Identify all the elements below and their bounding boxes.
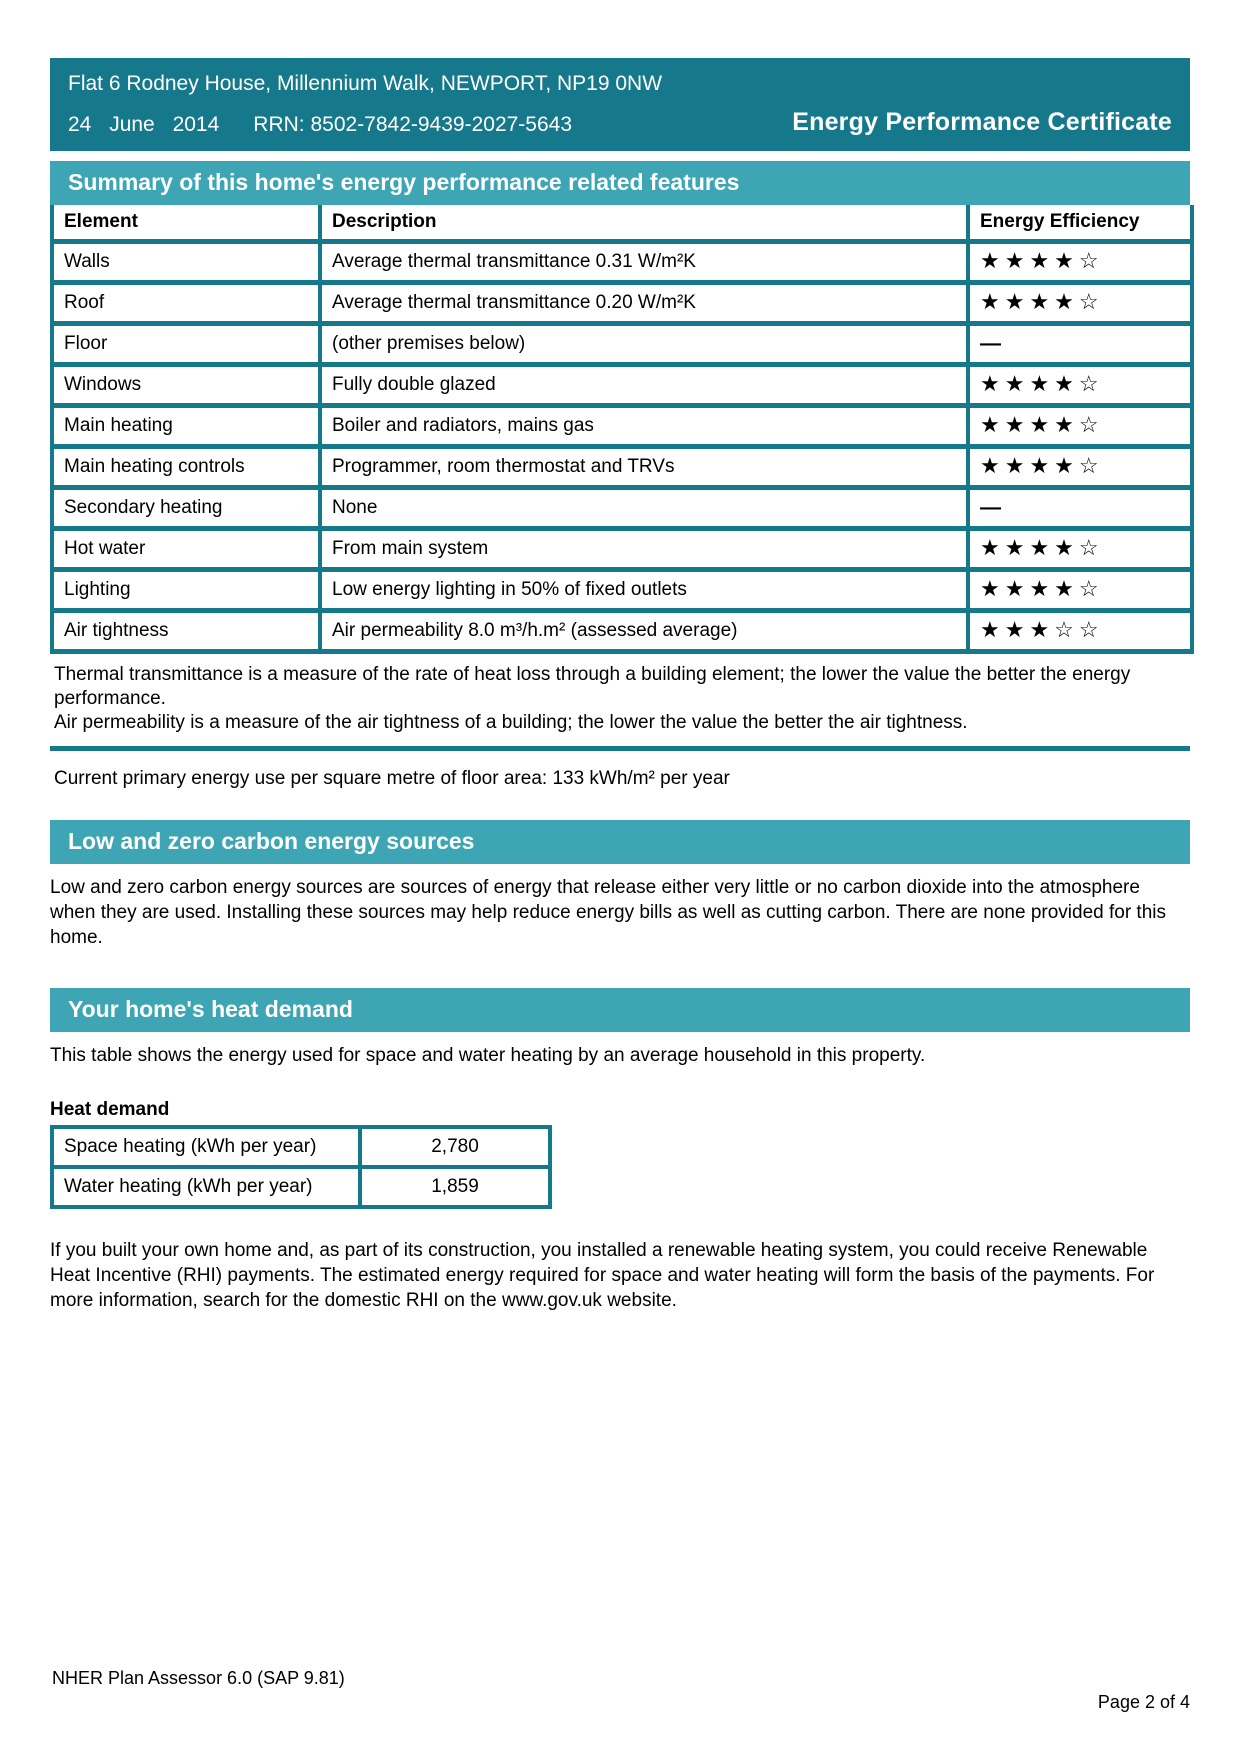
energy-efficiency-cell: ★★★★☆: [966, 280, 1194, 326]
description-cell: Fully double glazed: [318, 362, 970, 408]
summary-notes: Thermal transmittance is a measure of th…: [54, 663, 1186, 735]
water-heating-label: Water heating (kWh per year): [50, 1165, 362, 1210]
certificate-date: 24 June 2014: [68, 113, 220, 136]
column-header-energy-efficiency: Energy Efficiency: [966, 205, 1194, 244]
table-row: Water heating (kWh per year) 1,859: [50, 1165, 552, 1210]
header-date-rrn: 24 June 2014 RRN: 8502-7842-9439-2027-56…: [68, 113, 572, 137]
element-cell: Main heating: [50, 403, 322, 449]
energy-efficiency-cell: ★★★☆☆: [966, 608, 1194, 654]
heat-demand-table: Space heating (kWh per year) 2,780 Water…: [50, 1125, 552, 1210]
low-zero-carbon-heading: Low and zero carbon energy sources: [50, 820, 1190, 865]
star-rating: ★★★★☆: [980, 453, 1104, 478]
primary-energy-use: Current primary energy use per square me…: [54, 768, 730, 790]
summary-header-row: Element Description Energy Efficiency: [50, 205, 1194, 244]
description-cell: Boiler and radiators, mains gas: [318, 403, 970, 449]
energy-efficiency-cell: —: [966, 321, 1194, 367]
element-cell: Floor: [50, 321, 322, 367]
table-row: Windows Fully double glazed ★★★★☆: [50, 362, 1194, 408]
header-bar: Flat 6 Rodney House, Millennium Walk, NE…: [50, 58, 1190, 151]
description-cell: From main system: [318, 526, 970, 572]
note-thermal-transmittance: Thermal transmittance is a measure of th…: [54, 664, 1131, 710]
element-cell: Windows: [50, 362, 322, 408]
energy-efficiency-cell: ★★★★☆: [966, 444, 1194, 490]
no-rating-dash: —: [980, 332, 1001, 355]
certificate-rrn: RRN: 8502-7842-9439-2027-5643: [253, 113, 573, 136]
energy-efficiency-cell: ★★★★☆: [966, 526, 1194, 572]
energy-efficiency-cell: ★★★★☆: [966, 362, 1194, 408]
summary-table-head: Element Description Energy Efficiency: [50, 205, 1194, 244]
star-rating: ★★★★☆: [980, 248, 1104, 273]
element-cell: Walls: [50, 239, 322, 285]
summary-table: Element Description Energy Efficiency Wa…: [50, 205, 1194, 654]
table-row: Hot water From main system ★★★★☆: [50, 526, 1194, 572]
software-version: NHER Plan Assessor 6.0 (SAP 9.81): [52, 1668, 345, 1688]
column-header-element: Element: [50, 205, 322, 244]
element-cell: Roof: [50, 280, 322, 326]
page-number: Page 2 of 4: [1097, 1692, 1190, 1712]
note-air-permeability: Air permeability is a measure of the air…: [54, 712, 968, 734]
star-rating: ★★★★☆: [980, 576, 1104, 601]
element-cell: Air tightness: [50, 608, 322, 654]
star-rating: ★★★★☆: [980, 412, 1104, 437]
table-row: Floor (other premises below) —: [50, 321, 1194, 367]
certificate-page: Flat 6 Rodney House, Millennium Walk, NE…: [50, 58, 1194, 1311]
heat-demand-table-title: Heat demand: [50, 1099, 170, 1121]
star-rating: ★★★☆☆: [980, 617, 1104, 642]
energy-efficiency-cell: ★★★★☆: [966, 567, 1194, 613]
low-zero-carbon-text: Low and zero carbon energy sources are s…: [50, 877, 1166, 948]
description-cell: Programmer, room thermostat and TRVs: [318, 444, 970, 490]
summary-table-body: Walls Average thermal transmittance 0.31 …: [50, 239, 1194, 654]
energy-efficiency-cell: ★★★★☆: [966, 403, 1194, 449]
energy-efficiency-cell: —: [966, 485, 1194, 531]
space-heating-value: 2,780: [358, 1125, 552, 1170]
column-header-description: Description: [318, 205, 970, 244]
table-row: Roof Average thermal transmittance 0.20 W…: [50, 280, 1194, 326]
table-row: Main heating Boiler and radiators, mains …: [50, 403, 1194, 449]
description-cell: (other premises below): [318, 321, 970, 367]
element-cell: Main heating controls: [50, 444, 322, 490]
description-cell: Low energy lighting in 50% of fixed outl…: [318, 567, 970, 613]
star-rating: ★★★★☆: [980, 535, 1104, 560]
description-cell: Average thermal transmittance 0.31 W/m²K: [318, 239, 970, 285]
summary-section-heading: Summary of this home's energy performanc…: [50, 161, 1190, 205]
header-second-line: 24 June 2014 RRN: 8502-7842-9439-2027-56…: [68, 108, 1172, 137]
table-row: Air tightness Air permeability 8.0 m³/h.m…: [50, 608, 1194, 654]
table-row: Main heating controls Programmer, room th…: [50, 444, 1194, 490]
table-row: Secondary heating None —: [50, 485, 1194, 531]
space-heating-label: Space heating (kWh per year): [50, 1125, 362, 1170]
description-cell: Air permeability 8.0 m³/h.m² (assessed a…: [318, 608, 970, 654]
heat-demand-heading: Your home's heat demand: [50, 988, 1190, 1033]
table-row: Walls Average thermal transmittance 0.31 …: [50, 239, 1194, 285]
energy-efficiency-cell: ★★★★☆: [966, 239, 1194, 285]
heat-demand-intro: This table shows the energy used for spa…: [50, 1045, 926, 1067]
certificate-title: Energy Performance Certificate: [792, 108, 1172, 136]
property-address: Flat 6 Rodney House, Millennium Walk, NE…: [68, 72, 663, 95]
star-rating: ★★★★☆: [980, 289, 1104, 314]
description-cell: Average thermal transmittance 0.20 W/m²K: [318, 280, 970, 326]
element-cell: Lighting: [50, 567, 322, 613]
element-cell: Hot water: [50, 526, 322, 572]
description-cell: None: [318, 485, 970, 531]
no-rating-dash: —: [980, 496, 1001, 519]
table-row: Lighting Low energy lighting in 50% of fi…: [50, 567, 1194, 613]
divider-rule: [50, 746, 1190, 752]
star-rating: ★★★★☆: [980, 371, 1104, 396]
table-row: Space heating (kWh per year) 2,780: [50, 1125, 552, 1170]
element-cell: Secondary heating: [50, 485, 322, 531]
water-heating-value: 1,859: [358, 1165, 552, 1210]
rhi-text: If you built your own home and, as part …: [50, 1240, 1155, 1311]
